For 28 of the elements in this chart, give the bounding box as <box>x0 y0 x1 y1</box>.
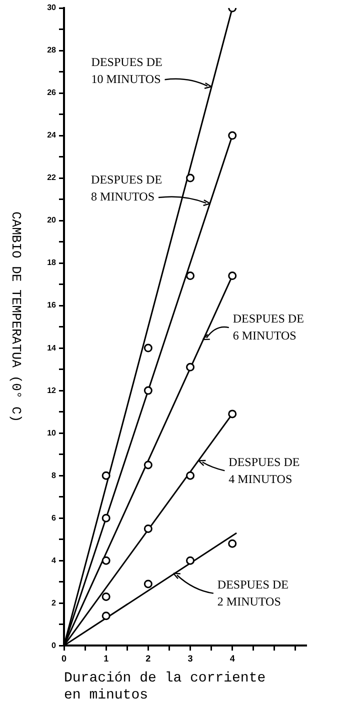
y-tick-label: 28 <box>47 46 57 55</box>
y-tick-label: 22 <box>47 173 57 182</box>
y-tick-label: 2 <box>52 598 57 608</box>
y-tick-label: 26 <box>47 88 57 98</box>
annotation: DESPUES DE 2 MINUTOS <box>217 577 288 608</box>
y-tick-label: 6 <box>52 513 57 522</box>
y-axis-title: CAMBIO DE TEMPERATUA (0° C) <box>8 211 24 422</box>
x-tick-label: 0 <box>61 653 67 664</box>
annotation: DESPUES DE 4 MINUTOS <box>228 454 300 486</box>
x-tick-label: 1 <box>104 653 109 664</box>
x-tick-label: 3 <box>188 653 193 664</box>
y-tick-label: 8 <box>52 470 57 480</box>
annotation: DESPUES DE 8 MINUTOS <box>91 172 162 204</box>
x-tick-label: 4 <box>230 653 235 664</box>
y-tick-label: 30 <box>47 3 57 12</box>
y-tick-label: 18 <box>47 258 57 268</box>
annotation: DESPUES DE 10 MINUTOS <box>91 54 162 86</box>
x-tick-label: 2 <box>146 653 151 664</box>
y-tick-label: 14 <box>47 343 57 352</box>
y-tick-label: 16 <box>47 300 57 310</box>
y-tick-label: 12 <box>47 386 57 395</box>
annotation: DESPUES DE 6 MINUTOS <box>232 312 304 343</box>
x-axis-title: Duración de la corriente en minutos <box>64 670 266 704</box>
y-tick-label: 24 <box>47 130 57 140</box>
y-tick-label: 0 <box>52 640 57 650</box>
y-tick-label: 4 <box>52 556 57 565</box>
y-tick-label: 20 <box>47 216 57 225</box>
y-tick-label: 10 <box>47 428 57 438</box>
